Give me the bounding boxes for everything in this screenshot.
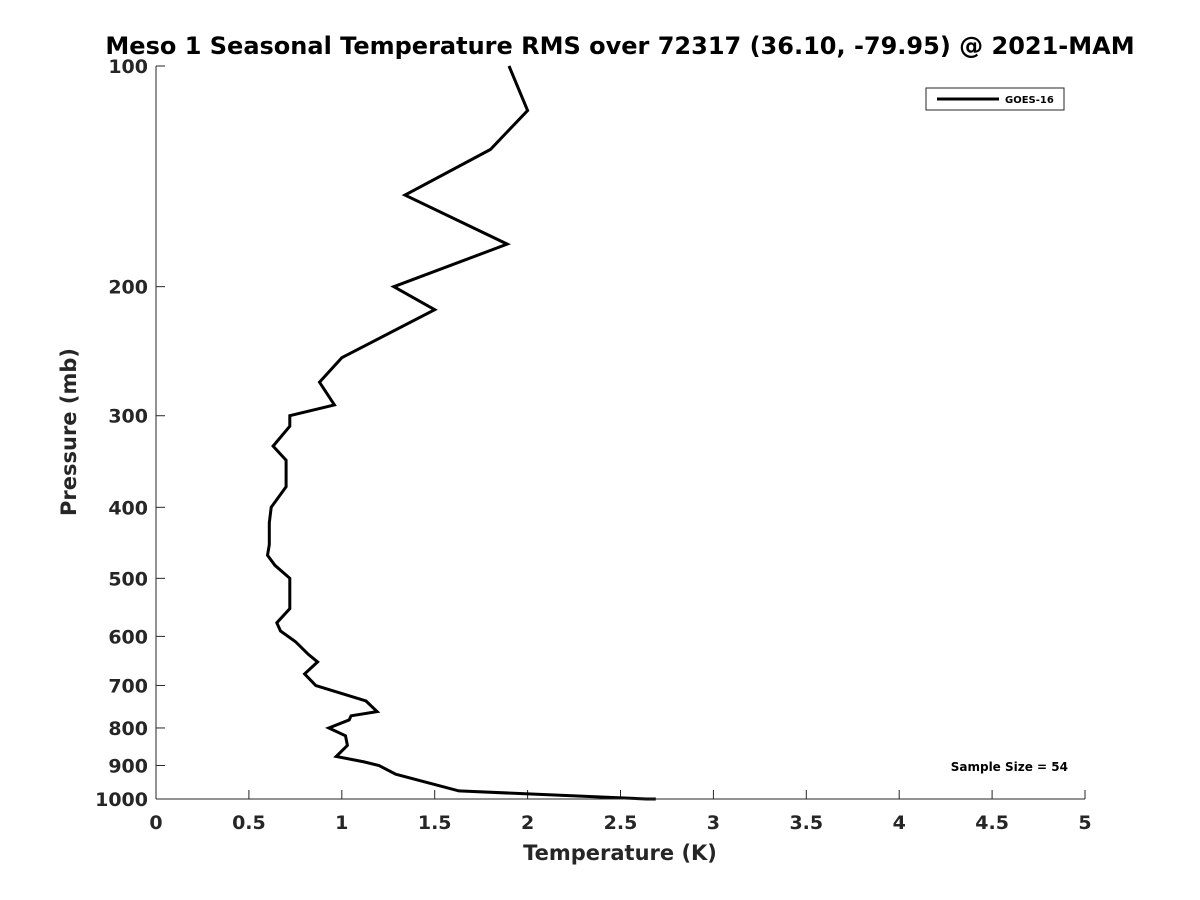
y-tick-label: 900 — [108, 755, 148, 777]
legend: GOES-16 — [925, 87, 1065, 111]
y-tick-label: 1000 — [95, 789, 148, 811]
chart-title: Meso 1 Seasonal Temperature RMS over 723… — [105, 32, 1134, 60]
x-tick-label: 3.5 — [789, 812, 823, 834]
x-tick-label: 1 — [335, 812, 348, 834]
x-tick-label: 5 — [1078, 812, 1091, 834]
x-axis-label: Temperature (K) — [523, 841, 717, 865]
x-tick-label: 4.5 — [975, 812, 1009, 834]
legend-label-goes-16: GOES-16 — [1005, 95, 1054, 106]
y-tick-label: 700 — [108, 675, 148, 697]
x-tick-label: 0 — [149, 812, 162, 834]
y-axis-label: Pressure (mb) — [57, 348, 81, 516]
y-tick-label: 500 — [108, 568, 148, 590]
x-tick-label: 0.5 — [232, 812, 266, 834]
y-tick-label: 200 — [108, 277, 148, 299]
x-tick-label: 2.5 — [604, 812, 638, 834]
axis-ticks: 0 0.5 1 1.5 2 2.5 3 3.5 4 4.5 5 100 200 300 400 500 600 7… — [95, 56, 1092, 834]
plot-area — [156, 66, 1085, 799]
sample-size-annotation: Sample Size = 54 — [951, 760, 1068, 774]
y-tick-label: 300 — [108, 406, 148, 428]
x-tick-label: 2 — [521, 812, 534, 834]
y-tick-label: 400 — [108, 497, 148, 519]
series-line-goes-16 — [265, 65, 656, 801]
y-tick-label: 100 — [108, 56, 148, 78]
x-tick-label: 4 — [893, 812, 906, 834]
series-lines — [265, 65, 656, 801]
y-tick-label: 600 — [108, 626, 148, 648]
x-tick-label: 1.5 — [418, 812, 452, 834]
x-tick-label: 3 — [707, 812, 720, 834]
y-tick-label: 800 — [108, 718, 148, 740]
